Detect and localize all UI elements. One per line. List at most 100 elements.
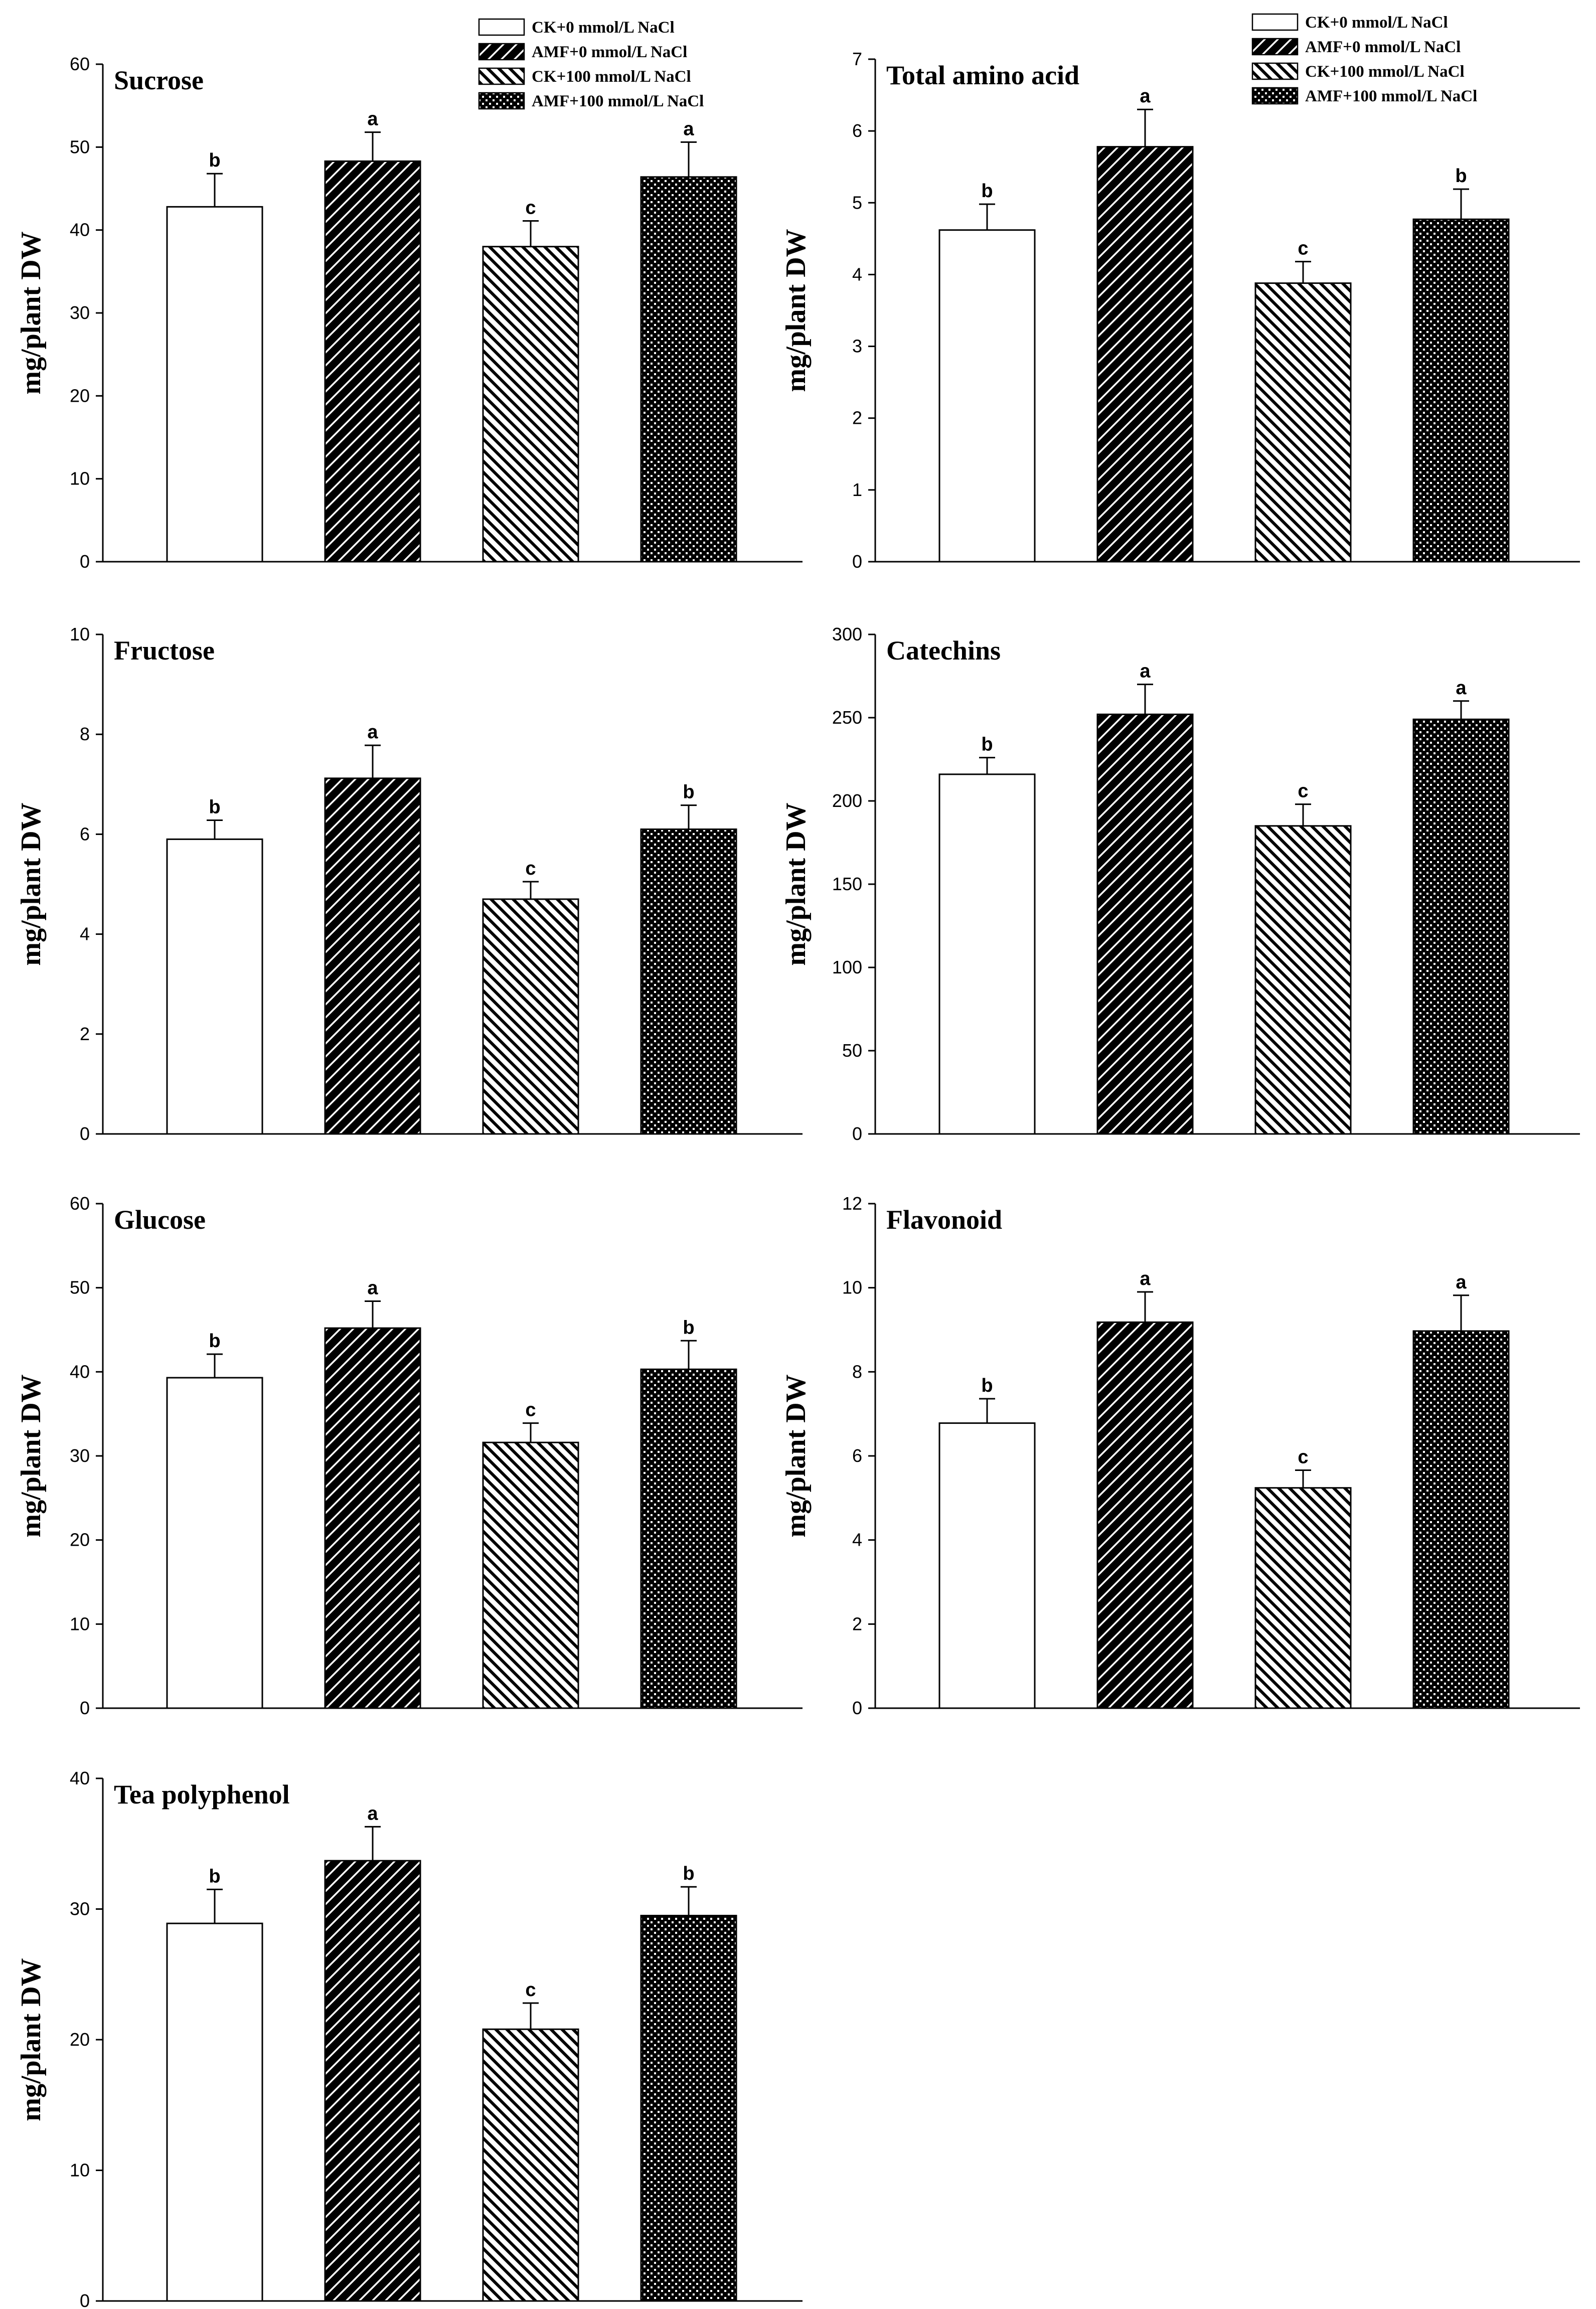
- y-axis-label: mg/plant DW: [16, 231, 47, 394]
- panel-fructose: b a c b 0 2 4 6 8 10 mg/plant DW Fructose: [16, 624, 803, 1144]
- y-tick-label: 250: [832, 707, 862, 728]
- y-tick-label: 2: [852, 408, 862, 428]
- significance-letter-4: b: [683, 1863, 694, 1884]
- significance-letter-3: c: [525, 1980, 536, 2001]
- bar-2: [1096, 1321, 1194, 1709]
- bar-4: [640, 1915, 737, 2302]
- significance-letter-3: c: [525, 197, 536, 218]
- legend-entry-1: CK+0 mmol/L NaCl: [1305, 14, 1448, 32]
- significance-letter-2: a: [367, 109, 378, 130]
- panel-tea-polyphenol: b a c b 0 10 20 30 40 mg/plant DW Tea polyphenol: [16, 1768, 803, 2309]
- y-tick-label: 20: [70, 1530, 90, 1550]
- y-tick-label: 300: [832, 624, 862, 644]
- legend-swatch-2: [1251, 38, 1299, 56]
- significance-letter-4: a: [1456, 1272, 1467, 1293]
- y-tick-label: 0: [80, 2290, 90, 2309]
- significance-letter-4: b: [683, 1317, 694, 1338]
- panel-title: Sucrose: [114, 65, 204, 95]
- significance-letter-1: b: [209, 1866, 220, 1887]
- bar-2: [324, 1327, 421, 1709]
- significance-letter-3: c: [1298, 238, 1308, 259]
- y-axis-label: mg/plant DW: [16, 802, 47, 965]
- legend-entry-2: AMF+0 mmol/L NaCl: [532, 43, 687, 61]
- y-tick-label: 10: [842, 1277, 862, 1298]
- significance-letter-3: c: [1298, 781, 1308, 802]
- y-tick-label: 20: [70, 2029, 90, 2050]
- legend-entry-2: AMF+0 mmol/L NaCl: [1305, 38, 1461, 56]
- y-tick-label: 4: [80, 924, 90, 944]
- y-tick-label: 10: [70, 2160, 90, 2181]
- bar-2: [324, 160, 421, 563]
- bar-3: [482, 1441, 579, 1709]
- bar-4: [640, 176, 737, 563]
- bar-4: [1412, 1330, 1510, 1709]
- bar-1: [166, 206, 263, 563]
- y-tick-label: 60: [70, 1193, 90, 1214]
- significance-letter-4: b: [1455, 166, 1467, 187]
- y-tick-label: 10: [70, 1613, 90, 1634]
- significance-letter-2: a: [367, 1277, 378, 1298]
- y-tick-label: 0: [852, 1698, 862, 1718]
- significance-letter-3: c: [525, 1400, 536, 1421]
- bar-3: [1254, 1487, 1352, 1709]
- legend-entry-4: AMF+100 mmol/L NaCl: [532, 92, 704, 110]
- panel-title: Flavonoid: [886, 1205, 1002, 1235]
- significance-letter-4: a: [683, 118, 694, 139]
- y-axis-label: mg/plant DW: [780, 802, 812, 965]
- legend-swatch-2: [478, 43, 525, 61]
- legend-swatch-4: [1251, 87, 1299, 105]
- significance-letter-2: a: [1140, 86, 1151, 107]
- y-tick-label: 6: [852, 120, 862, 141]
- bar-3: [482, 2028, 579, 2302]
- panel-title: Glucose: [114, 1205, 206, 1235]
- bar-4: [1412, 718, 1510, 1135]
- y-tick-label: 40: [70, 1361, 90, 1382]
- y-tick-label: 200: [832, 790, 862, 811]
- significance-letter-1: b: [981, 181, 993, 202]
- y-axis-label: mg/plant DW: [16, 1374, 47, 1537]
- bar-2: [1096, 713, 1194, 1135]
- y-tick-label: 5: [852, 192, 862, 213]
- panel-sucrose: b a c a 0 10 20 30 40 50 60 mg/plant DW Sucrose CK+0 …: [16, 18, 803, 572]
- y-tick-label: 0: [80, 1123, 90, 1144]
- bar-2: [1096, 146, 1194, 563]
- y-tick-label: 1: [852, 479, 862, 500]
- y-tick-label: 60: [70, 54, 90, 74]
- bar-1: [166, 1922, 263, 2302]
- bar-3: [482, 898, 579, 1135]
- legend-swatch-4: [478, 92, 525, 110]
- significance-letter-1: b: [209, 1331, 220, 1352]
- y-tick-label: 4: [852, 1530, 862, 1550]
- significance-letter-2: a: [367, 1803, 378, 1824]
- panel-total-amino-acid: b a c b 0 1 2 3 4 5 6 7 mg/plant DW Total amino acid C…: [780, 13, 1580, 572]
- y-tick-label: 7: [852, 49, 862, 69]
- significance-letter-3: c: [1298, 1447, 1308, 1468]
- y-tick-label: 50: [70, 136, 90, 157]
- significance-letter-3: c: [525, 858, 536, 879]
- bar-2: [324, 777, 421, 1135]
- bar-2: [324, 1860, 421, 2302]
- y-tick-label: 2: [80, 1024, 90, 1044]
- legend-entry-4: AMF+100 mmol/L NaCl: [1305, 87, 1477, 105]
- y-tick-label: 40: [70, 1768, 90, 1788]
- y-tick-label: 50: [70, 1277, 90, 1298]
- y-tick-label: 150: [832, 874, 862, 894]
- y-tick-label: 20: [70, 385, 90, 406]
- panel-flavonoid: b a c a 0 2 4 6 8 10 12 mg/plant DW Flavonoid: [780, 1193, 1580, 1718]
- y-tick-label: 12: [842, 1193, 862, 1214]
- y-tick-label: 0: [852, 1123, 862, 1144]
- y-tick-label: 8: [852, 1361, 862, 1382]
- y-tick-label: 10: [70, 624, 90, 644]
- panel-title: Catechins: [886, 635, 1001, 666]
- panel-title: Tea polyphenol: [114, 1779, 290, 1809]
- significance-letter-1: b: [209, 150, 220, 171]
- legend-swatch-3: [1251, 62, 1299, 80]
- bar-3: [1254, 825, 1352, 1135]
- significance-letter-2: a: [367, 722, 378, 743]
- bar-1: [166, 838, 263, 1135]
- bar-3: [482, 246, 579, 563]
- legend: CK+0 mmol/L NaCl AMF+0 mmol/L NaCl CK+100 …: [478, 18, 704, 110]
- bar-4: [640, 1368, 737, 1709]
